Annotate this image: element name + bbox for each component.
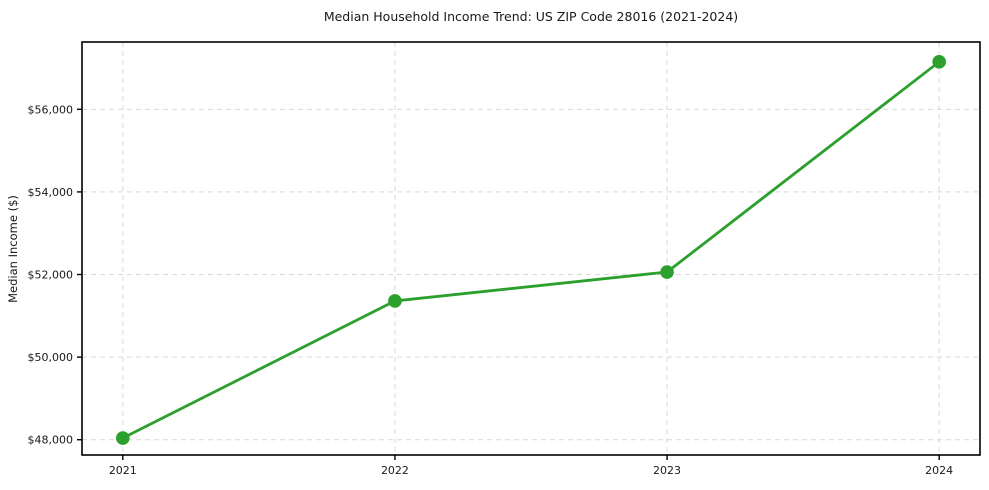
trend-line [121,60,941,440]
axes-spine-box [81,41,981,456]
y-axis-label: Median Income ($) [6,195,20,303]
chart-title: Median Household Income Trend: US ZIP Co… [324,9,738,24]
axis-ticks [77,108,940,460]
data-point-marker [388,294,402,308]
x-tick-label: 2022 [381,464,409,477]
x-tick-label: 2024 [925,464,953,477]
data-point-marker [932,55,946,69]
y-tick-label: $54,000 [28,186,74,199]
y-tick-label: $56,000 [28,103,74,116]
y-tick-label: $52,000 [28,269,74,282]
gridlines [82,42,980,455]
x-tick-label: 2023 [653,464,681,477]
plot-border [81,41,981,456]
y-tick-label: $50,000 [28,351,74,364]
data-series [116,55,946,445]
y-tick-label: $48,000 [28,434,74,447]
data-point-marker [116,431,130,445]
axis-tick-labels: $48,000 $50,000 $52,000 $54,000 $56,000 2021 2… [28,103,954,477]
data-point-marker [660,265,674,279]
x-tick-label: 2021 [109,464,137,477]
